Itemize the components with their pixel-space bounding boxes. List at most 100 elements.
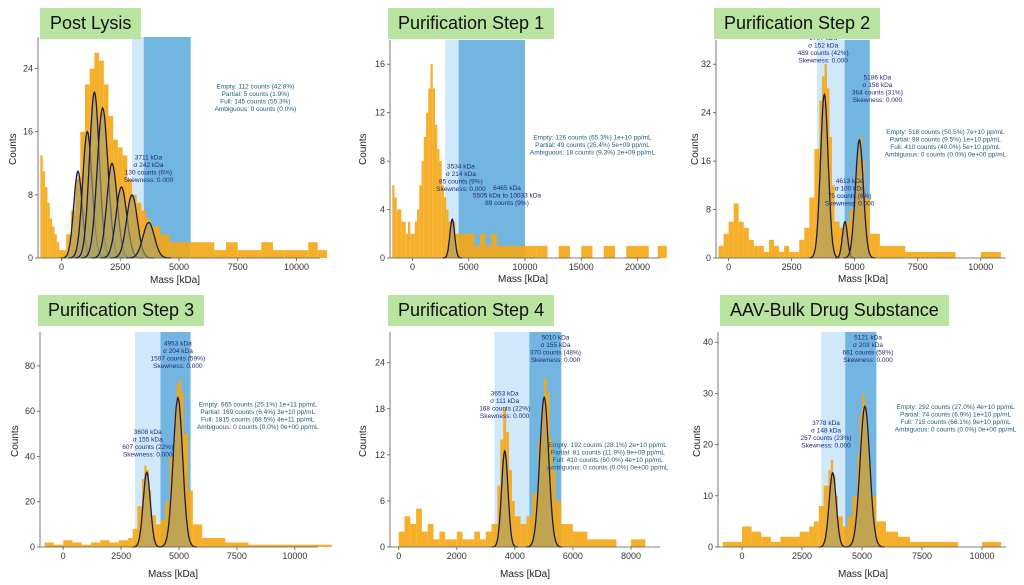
histogram-bar [799, 531, 810, 547]
histogram-bar [468, 539, 475, 547]
histogram-bar [249, 250, 262, 258]
data-annotation: 6465 kDa [493, 185, 521, 192]
histogram-bar [474, 245, 480, 258]
histogram-bar [463, 233, 469, 258]
histogram-bar [399, 209, 402, 258]
data-annotation: Empty: 126 counts (65.3%) 1e+10 pp/mL [533, 134, 652, 141]
chart-title: Purification Step 1 [388, 8, 555, 39]
histogram-bar [237, 250, 250, 258]
x-tick-label: 7500 [912, 551, 932, 561]
histogram-bar [271, 544, 295, 547]
histogram-bar [980, 251, 1001, 258]
histogram-bar [809, 197, 815, 258]
histogram-bar [405, 233, 408, 258]
histogram-bar [502, 245, 514, 258]
histogram-bar [905, 251, 931, 258]
histogram-bar [421, 161, 424, 258]
y-axis-label: Counts [358, 425, 369, 457]
data-annotation: σ 155 kDa [540, 342, 570, 349]
histogram-bar [784, 245, 790, 258]
histogram-bar [930, 251, 956, 258]
chart-panel-purification-step-4: Purification Step 4 0 2000 4000 6000 8000 0 6 1… [350, 292, 680, 585]
histogram-bar [190, 242, 203, 258]
gaussian-fit-area [442, 219, 462, 258]
gaussian-fit-curve [126, 221, 172, 259]
histogram-bar [164, 234, 170, 258]
histogram-bar [485, 531, 492, 547]
histogram-bar [392, 185, 395, 258]
data-annotation: 5186 kDa [863, 74, 891, 81]
histogram-bar [780, 536, 790, 547]
x-axis-label: Mass [kDa] [500, 569, 551, 580]
histogram-bar [814, 149, 820, 258]
y-tick-label: 40 [25, 451, 35, 461]
gaussian-fit-curve [843, 138, 876, 259]
histogram-bar [794, 251, 800, 258]
histogram-bar [536, 245, 548, 258]
histogram-bar [100, 540, 110, 547]
gaussian-fit-area [99, 187, 143, 258]
histogram-bar [480, 233, 486, 258]
histogram-bar [761, 536, 771, 547]
gaussian-fit-area [818, 472, 847, 547]
data-annotation: 661 counts (58%) [843, 350, 894, 357]
histogram-bar [160, 519, 166, 547]
x-axis-label: Mass [kDa] [838, 274, 889, 285]
x-axis-label: Mass [kDa] [838, 569, 889, 580]
y-tick-label: 16 [701, 156, 711, 166]
data-annotation: Full: 715 counts (66.1%) 9e+10 pp/mL [900, 419, 1011, 426]
histogram-bar [572, 531, 588, 547]
histogram-bar [743, 227, 749, 258]
y-tick-label: 0 [706, 253, 711, 263]
x-tick-label: 6000 [563, 551, 583, 561]
histogram-bar [480, 539, 486, 547]
data-annotation: 85 counts (9%) [439, 178, 483, 185]
x-tick-label: 15000 [569, 262, 594, 272]
data-annotation: Empty: 665 counts (25.1%) 1e+11 pp/mL [199, 402, 317, 409]
histogram-bar [497, 485, 501, 547]
histogram-bar [558, 245, 570, 258]
data-annotation: 3534 kDa [447, 163, 475, 170]
histogram-bar [751, 531, 762, 547]
data-annotation: Empty: 292 counts (27.0%) 4e+10 pp/mL [896, 404, 1015, 411]
histogram-bar [823, 485, 829, 547]
histogram-bar [462, 539, 469, 547]
histogram-bar [165, 501, 170, 547]
data-annotation: 4613 kDa [836, 178, 864, 185]
empty-region-band [445, 40, 459, 258]
x-tick-label: 2000 [447, 551, 467, 561]
gaussian-fit-area [126, 222, 172, 258]
gaussian-fit-curve [132, 471, 162, 548]
gaussian-fit-area [834, 221, 855, 258]
histogram-bar [514, 516, 521, 547]
gaussian-fit-area [61, 171, 95, 258]
histogram-bar [63, 540, 73, 547]
data-annotation: Full: 410 counts (40.0%) 5e+10 pp/mL [890, 144, 1001, 151]
histogram-bar [192, 524, 203, 547]
histogram-bar [179, 242, 191, 258]
y-tick-label: 60 [25, 406, 35, 416]
y-tick-label: 40 [703, 337, 713, 347]
y-tick-label: 0 [28, 253, 33, 263]
histogram-bar [414, 221, 417, 258]
data-annotation: 3608 kDa [134, 429, 162, 436]
histogram-bar [770, 541, 781, 547]
histogram-bar [838, 516, 843, 547]
histogram-bar [137, 506, 142, 547]
histogram-bar [408, 221, 411, 258]
histogram-bar [723, 233, 729, 258]
data-annotation: σ 152 kDa [808, 43, 838, 50]
histogram-bar [398, 531, 405, 547]
histogram-bar [829, 136, 832, 258]
histogram-bar [468, 233, 475, 258]
histogram-bar [587, 539, 602, 547]
histogram-bar [273, 250, 285, 258]
y-tick-label: 20 [703, 440, 713, 450]
data-annotation: 489 counts (42%) [798, 50, 849, 57]
y-tick-label: 20 [25, 497, 35, 507]
data-annotation: Partial: 49 counts (25.4%) 5e+09 pp/mL [535, 142, 650, 149]
histogram-bar [513, 245, 525, 258]
y-tick-label: 0 [380, 253, 385, 263]
data-annotation: Full: 410 counts (60.0%) 4e+10 pp/mL [553, 457, 664, 464]
